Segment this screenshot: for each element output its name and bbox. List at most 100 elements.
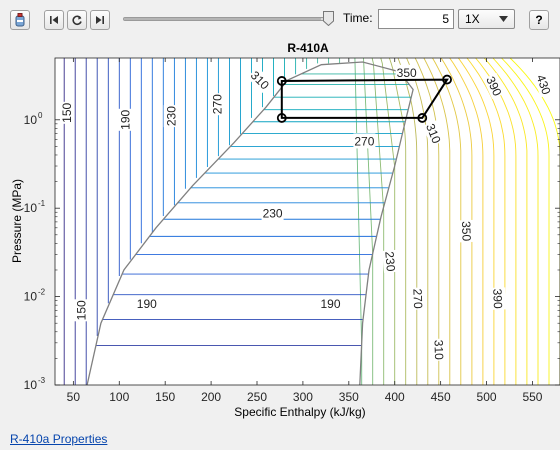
isotherm-label-text: 270	[410, 288, 425, 309]
isotherm-label-text: 430	[533, 73, 553, 97]
y-tick-label: 10	[24, 113, 38, 127]
isotherm-label-text: 190	[119, 109, 133, 129]
isotherm-label-bg	[353, 133, 376, 149]
time-label: Time:	[343, 11, 373, 25]
isotherm-line	[423, 57, 451, 385]
isotherm-label: 190	[117, 108, 133, 131]
isotherm-label: 270	[209, 93, 225, 116]
isotherm-lines	[63, 57, 560, 385]
x-axis-label: Specific Enthalpy (kJ/kg)	[234, 405, 365, 419]
x-tick-label: 150	[155, 390, 175, 404]
time-input[interactable]	[378, 9, 454, 29]
isotherm-label: 230	[163, 105, 179, 128]
isotherm-line	[449, 57, 484, 385]
properties-link[interactable]: R-410a Properties	[10, 432, 108, 446]
help-icon: ?	[535, 13, 543, 27]
isotherm-line	[492, 57, 539, 385]
refrigerant-cylinder-icon	[15, 13, 25, 27]
isotherm-label: 270	[353, 133, 376, 149]
isotherm-label-bg	[410, 287, 427, 310]
isotherm-line	[371, 57, 385, 385]
x-tick-label: 200	[201, 390, 221, 404]
isotherm-label-bg	[73, 299, 89, 322]
x-tick-label: 400	[385, 390, 405, 404]
isotherm-label-text: 230	[263, 207, 283, 221]
isotherm-label: 190	[135, 296, 158, 312]
isotherm-label: 190	[319, 296, 342, 312]
isotherm-label-bg	[117, 108, 133, 131]
step-back-button[interactable]	[44, 10, 64, 30]
isotherm-label-bg	[490, 287, 506, 310]
y-tick-exponent: 0	[38, 111, 43, 120]
refrigeration-cycle-path	[280, 78, 449, 119]
isotherm-label: 230	[261, 205, 284, 221]
replay-button[interactable]	[67, 10, 87, 30]
isotherm-label-text: 350	[397, 66, 417, 80]
x-tick-label: 450	[431, 390, 451, 404]
app-icon-button[interactable]	[10, 10, 30, 30]
isotherm-label-bg	[163, 105, 179, 128]
y-tick-exponent: -3	[38, 376, 46, 385]
isotherm-label-text: 310	[431, 340, 446, 361]
chart-title: R-410A	[287, 41, 329, 55]
x-tick-label: 350	[339, 390, 359, 404]
replay-icon	[72, 15, 82, 26]
isotherm-label: 150	[58, 101, 74, 124]
cycle-state-marker	[276, 113, 287, 123]
isotherm-line	[397, 57, 418, 385]
isotherm-label: 230	[382, 249, 400, 273]
isotherm-label-text: 190	[137, 297, 157, 311]
cycle-state-marker	[276, 76, 287, 86]
isotherm-label-text: 270	[354, 134, 374, 148]
y-tick-label: 10	[24, 201, 38, 215]
isotherm-label-bg	[319, 296, 342, 312]
isotherm-label-bg	[533, 71, 555, 98]
isotherm-label-text: 230	[382, 251, 398, 272]
isotherm-label-text: 150	[75, 300, 89, 320]
step-forward-button[interactable]	[90, 10, 110, 30]
y-tick-label: 10	[24, 290, 38, 304]
speed-select-value: 1X	[465, 12, 480, 26]
x-axis: 50 100 150 200 250 300 350 400 450 500 550	[67, 58, 543, 404]
isotherm-label-text: 390	[490, 288, 505, 309]
x-tick-label: 50	[67, 390, 81, 404]
isotherm-label-bg	[261, 205, 284, 221]
isotherm-label-text: 350	[459, 221, 474, 242]
y-tick-exponent: -2	[38, 288, 46, 297]
time-slider-track[interactable]	[123, 17, 330, 21]
plot-frame	[54, 57, 560, 386]
y-tick-exponent: -1	[38, 199, 46, 208]
isotherm-line	[388, 57, 407, 385]
isotherm-line	[466, 57, 506, 385]
isotherm-line	[414, 57, 440, 385]
speed-select[interactable]: 1X	[458, 9, 515, 29]
isotherm-label-bg	[58, 101, 74, 124]
time-slider-thumb[interactable]	[323, 11, 334, 26]
help-button[interactable]: ?	[529, 10, 549, 30]
isotherm-line	[458, 57, 495, 385]
isotherm-label-text: 270	[211, 94, 225, 114]
isotherm-label-bg	[135, 296, 158, 312]
saturation-dome	[86, 61, 414, 386]
isotherm-label: 390	[490, 287, 506, 310]
isotherm-line	[475, 57, 517, 385]
isotherm-label: 350	[395, 64, 418, 80]
isotherm-line	[509, 57, 560, 385]
cycle-state-points	[276, 74, 452, 123]
cycle-state-marker	[417, 113, 428, 123]
isotherm-line	[501, 57, 550, 385]
isotherm-label: 350	[458, 219, 475, 243]
isotherm-label: 270	[410, 287, 427, 310]
time-slider-fill	[124, 18, 321, 20]
isotherm-label-bg	[482, 72, 506, 100]
x-tick-label: 500	[477, 390, 497, 404]
cycle-state-marker	[442, 74, 452, 85]
chevron-down-icon	[499, 16, 508, 22]
isotherm-line	[406, 57, 429, 385]
isotherm-label-bg	[209, 93, 225, 116]
x-tick-label: 550	[522, 390, 542, 404]
isotherm-label: 310	[431, 338, 448, 362]
